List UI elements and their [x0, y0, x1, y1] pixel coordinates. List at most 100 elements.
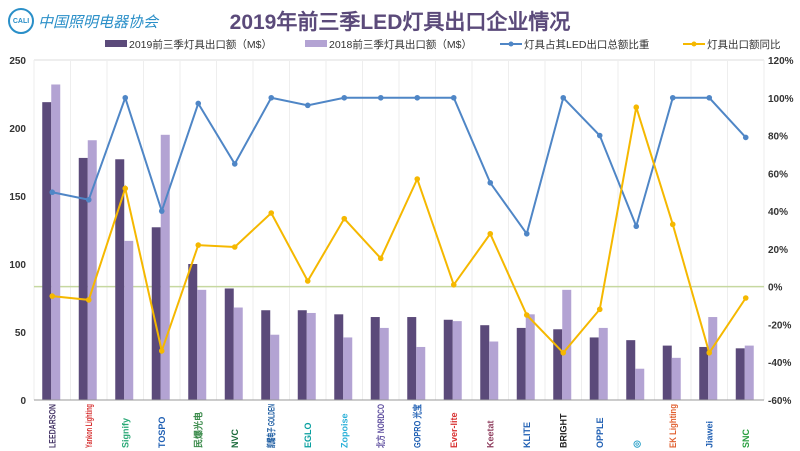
line-point: [85, 196, 92, 203]
bar-2018: [744, 345, 754, 400]
x-category-logo: TOSPO: [157, 417, 167, 448]
line-series-growth: [52, 106, 747, 356]
org-logo: CALI 中国照明电器协会: [8, 8, 158, 34]
legend-label: 灯具占其LED出口总额比重: [524, 38, 649, 51]
bar-2018: [343, 337, 353, 400]
line-point: [633, 223, 640, 230]
bar-2019: [115, 159, 125, 400]
line-point: [742, 295, 749, 301]
chart-title: 2019年前三季LED灯具出口企业情况: [229, 11, 571, 34]
x-category-logo: LEEDARSON: [47, 404, 57, 448]
right-tick-label: 0%: [768, 283, 783, 294]
line-point: [414, 94, 421, 101]
legend-label: 2019前三季灯具出口额（M$）: [129, 38, 272, 51]
bar-2019: [297, 310, 307, 400]
bar-2019: [407, 317, 417, 400]
x-category-logo: KLITE: [522, 422, 532, 448]
x-category-logo: 民爆光电: [192, 412, 203, 448]
bar-2019: [42, 102, 52, 400]
bar-2018: [562, 289, 572, 400]
line-point: [742, 134, 749, 141]
line-point: [268, 94, 275, 101]
x-category-logo: Zopoise: [339, 413, 349, 448]
line-point: [523, 312, 530, 318]
line-point: [487, 179, 494, 186]
line-point: [341, 94, 348, 101]
left-tick-label: 50: [15, 328, 27, 339]
line-point: [414, 176, 421, 182]
bar-2018: [708, 317, 718, 400]
right-tick-label: 120%: [768, 56, 794, 67]
bar-2018: [270, 334, 280, 400]
legend-swatch: [305, 40, 327, 47]
bar-2018: [306, 312, 316, 400]
line-point: [158, 208, 165, 214]
line-point: [706, 94, 713, 101]
bar-2019: [151, 227, 161, 400]
x-category-logo: Ever-lite: [449, 412, 459, 448]
legend-marker: [508, 41, 514, 47]
line-point: [450, 94, 457, 101]
left-tick-label: 150: [9, 192, 26, 203]
legend-swatch: [105, 40, 127, 47]
left-tick-label: 250: [9, 56, 26, 67]
x-category-logo: EGLO: [303, 422, 313, 448]
line-point: [560, 94, 567, 101]
bar-2018: [124, 240, 134, 400]
bar-2018: [87, 140, 97, 401]
x-category-logo: ◎: [631, 440, 641, 448]
right-tick-label: -40%: [768, 358, 791, 369]
bar-2018: [598, 327, 608, 400]
line-point: [633, 104, 640, 111]
bar-2019: [516, 327, 526, 400]
org-name: 中国照明电器协会: [38, 12, 159, 31]
bar-2018: [525, 314, 535, 400]
bar-2018: [51, 84, 61, 400]
line-point: [706, 349, 713, 356]
bar-2019: [553, 329, 563, 400]
line-point: [195, 242, 202, 248]
bar-2018: [160, 134, 170, 401]
bar-2018: [452, 321, 462, 400]
right-tick-label: 100%: [768, 94, 794, 105]
x-category-logo: Jiawei: [704, 421, 714, 448]
right-tick-label: -60%: [768, 396, 791, 407]
x-category-logo: OPPLE: [595, 417, 605, 448]
line-point: [304, 102, 311, 109]
left-tick-label: 0: [20, 396, 26, 407]
line-point: [377, 94, 384, 101]
bar-2019: [626, 340, 636, 400]
x-category-logo: BRIGHT: [558, 413, 568, 448]
x-category-logo: 凯耀电子 GOLDEN: [265, 404, 276, 448]
bar-2019: [261, 310, 271, 400]
line-point: [49, 189, 56, 196]
line-point: [122, 94, 129, 101]
bar-2019: [224, 288, 234, 400]
bar-2018: [635, 368, 645, 400]
legend-label: 2018前三季灯具出口额（M$）: [329, 38, 472, 51]
line-point: [560, 349, 567, 356]
legend-label: 灯具出口额同比: [707, 38, 781, 51]
line-point: [669, 221, 676, 228]
bar-2019: [78, 157, 88, 400]
bar-2019: [370, 317, 380, 400]
line-point: [341, 215, 348, 222]
right-tick-label: 80%: [768, 132, 788, 143]
line-point: [195, 100, 202, 107]
bar-2019: [443, 319, 453, 400]
x-category-logo: Yankon Lighting: [84, 404, 94, 448]
line-point: [487, 230, 494, 237]
bar-2018: [489, 341, 499, 400]
line-point: [304, 278, 311, 284]
line-point: [450, 281, 457, 288]
right-tick-label: 60%: [768, 169, 788, 180]
line-point: [596, 306, 603, 313]
bar-2018: [197, 289, 207, 400]
line-point: [231, 161, 238, 167]
x-category-logo: SNC: [741, 428, 751, 448]
bar-2018: [379, 327, 389, 400]
line-point: [122, 185, 129, 192]
bar-2018: [671, 357, 681, 400]
line-point: [49, 293, 56, 299]
